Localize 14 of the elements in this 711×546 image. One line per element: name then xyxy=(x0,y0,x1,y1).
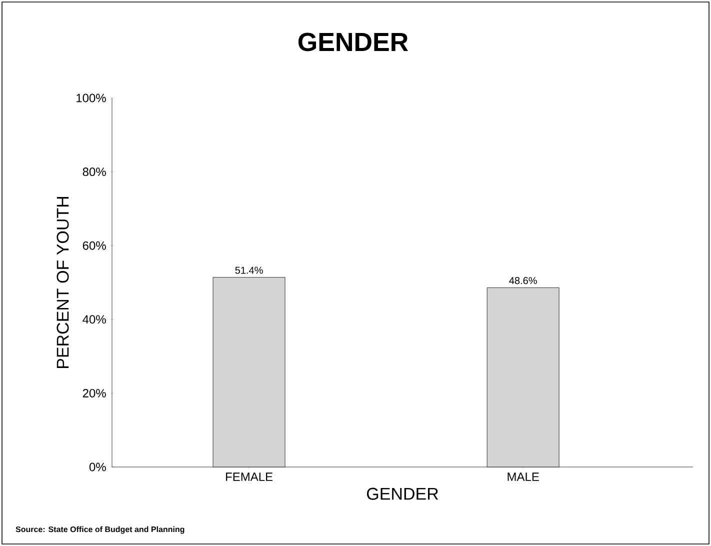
x-tick-label: MALE xyxy=(508,472,539,481)
y-tick-label: 60% xyxy=(82,241,106,250)
x-axis-title: GENDER xyxy=(367,488,438,500)
y-tick-label: 100% xyxy=(76,94,106,102)
y-axis-title: PERCENT OF YOUTH xyxy=(56,197,69,368)
data-label: 51.4% xyxy=(235,266,263,274)
y-tick-label: 20% xyxy=(82,388,106,398)
source-note: Source: State Office of Budget and Planning xyxy=(16,526,184,534)
x-tick-label: FEMALE xyxy=(226,472,273,481)
y-tick-label: 40% xyxy=(82,315,106,324)
chart-title: GENDER xyxy=(298,32,408,52)
y-tick-label: 0% xyxy=(89,462,106,472)
y-tick-label: 80% xyxy=(82,168,106,176)
data-label: 48.6% xyxy=(509,277,537,284)
